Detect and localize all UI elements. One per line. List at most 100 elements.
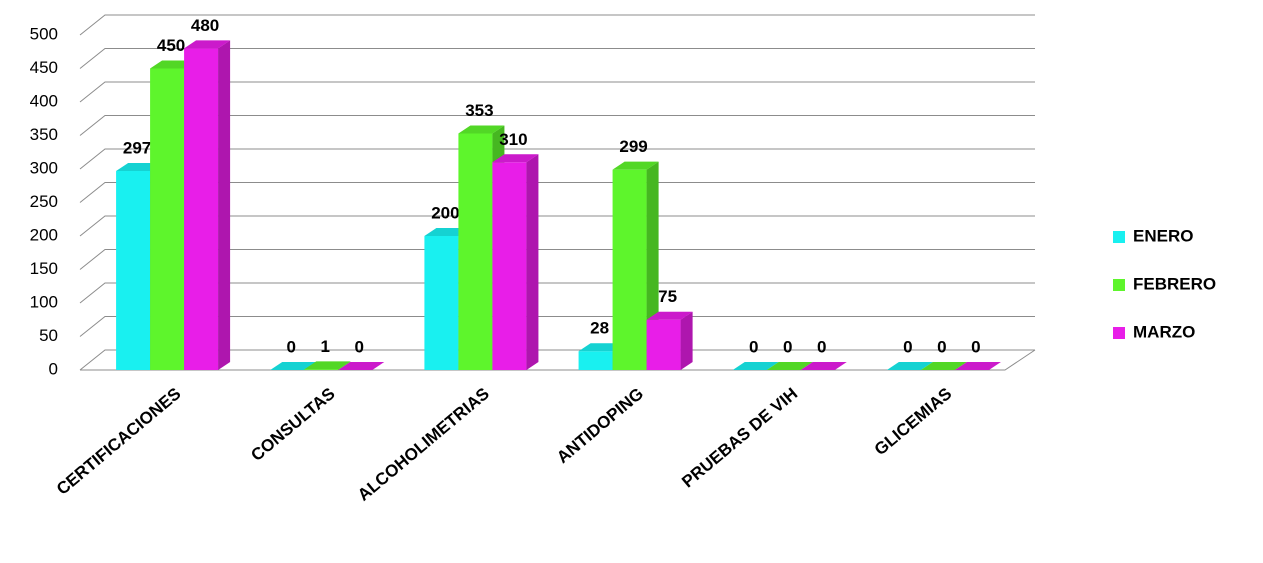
bar-side-shade (680, 311, 693, 370)
bar (270, 362, 317, 370)
bar-top-shade (920, 362, 967, 370)
bar-front (612, 169, 647, 370)
legend-label: ENERO (1133, 226, 1193, 245)
x-tick-label: PRUEBAS DE VIH (678, 384, 801, 491)
bar-top-shade (732, 362, 779, 370)
bar-front (116, 171, 151, 370)
bar-top (184, 40, 231, 49)
value-label: 297 (123, 138, 151, 157)
value-label: 0 (355, 337, 364, 356)
bar-top-shade (338, 362, 385, 370)
value-label: 353 (465, 101, 493, 120)
bar-top (800, 362, 847, 370)
x-tick-label: GLICEMIAS (871, 384, 956, 459)
value-label: 75 (658, 287, 677, 306)
grid-line (79, 316, 1035, 337)
bar-top (492, 154, 539, 163)
bar (886, 362, 933, 370)
value-label: 28 (590, 319, 609, 338)
bar (184, 40, 231, 371)
bar-side (526, 154, 539, 370)
grid-line (79, 115, 1035, 136)
grid-line (79, 249, 1035, 270)
bar-front (646, 319, 681, 370)
y-tick-label: 0 (49, 359, 58, 378)
bar-front (458, 133, 493, 370)
bar (304, 361, 351, 370)
y-tick-label: 400 (30, 91, 58, 110)
bar (338, 362, 385, 370)
value-label: 0 (287, 337, 296, 356)
value-label: 450 (157, 36, 185, 55)
bar-top-shade (270, 362, 317, 370)
bar-top-shade (766, 362, 813, 370)
value-label: 200 (431, 203, 459, 222)
bar (492, 154, 539, 370)
floor-edge (80, 349, 1036, 371)
bar (954, 362, 1001, 370)
grid-line (79, 182, 1035, 203)
value-label: 299 (619, 137, 647, 156)
y-tick-label: 200 (30, 225, 58, 244)
bar-top (646, 311, 693, 320)
bar (800, 362, 847, 370)
legend-label: FEBRERO (1133, 274, 1216, 293)
grid-line (79, 14, 1035, 36)
bar-top-shade (886, 362, 933, 370)
y-tick-label: 300 (30, 158, 58, 177)
bar (766, 362, 813, 370)
bar-front (424, 236, 459, 370)
x-tick-label: ANTIDOPING (553, 384, 647, 467)
value-label: 310 (499, 130, 527, 149)
bar-front (578, 351, 613, 370)
bar (612, 161, 659, 370)
y-tick-label: 350 (30, 125, 58, 144)
value-label: 0 (971, 337, 980, 356)
bar-top-shade (184, 40, 231, 49)
bar-top-shade (458, 125, 505, 134)
value-label: 480 (191, 16, 219, 35)
bar-side-shade (526, 154, 539, 370)
y-tick-label: 50 (39, 326, 58, 345)
bar-top (304, 361, 351, 370)
bar-top (766, 362, 813, 370)
bar-top (338, 362, 385, 370)
bar (920, 362, 967, 370)
bar-top-shade (800, 362, 847, 370)
bar-top-shade (492, 154, 539, 163)
grid-line (79, 349, 1035, 371)
bar-top-shade (612, 161, 659, 170)
bar-top (954, 362, 1001, 370)
legend-label: MARZO (1133, 322, 1195, 341)
bar-side (218, 40, 231, 371)
x-tick-label: CERTIFICACIONES (53, 384, 185, 499)
grid-line (79, 148, 1035, 170)
bar-top (732, 362, 779, 370)
y-tick-label: 150 (30, 259, 58, 278)
x-tick-label: ALCOHOLIMETRIAS (354, 384, 493, 505)
grid-line (79, 215, 1035, 237)
bar-side-shade (338, 361, 351, 370)
bar-top-shade (646, 311, 693, 320)
value-label: 0 (749, 337, 758, 356)
value-label: 1 (321, 337, 330, 356)
y-tick-label: 250 (30, 192, 58, 211)
bar-side (338, 361, 351, 370)
y-tick-label: 500 (30, 24, 58, 43)
grid-line (79, 81, 1035, 103)
bar-top (920, 362, 967, 370)
bar-side (680, 311, 693, 370)
bar-top (886, 362, 933, 370)
bar-top (458, 125, 505, 134)
value-label: 0 (783, 337, 792, 356)
bar (646, 311, 693, 370)
bar-top-shade (954, 362, 1001, 370)
value-label: 0 (937, 337, 946, 356)
bar-top-shade (304, 361, 351, 370)
bar-top (612, 161, 659, 170)
bar (732, 362, 779, 370)
grid-line (79, 282, 1035, 304)
bar-front (304, 369, 339, 370)
grid-line (79, 48, 1035, 69)
